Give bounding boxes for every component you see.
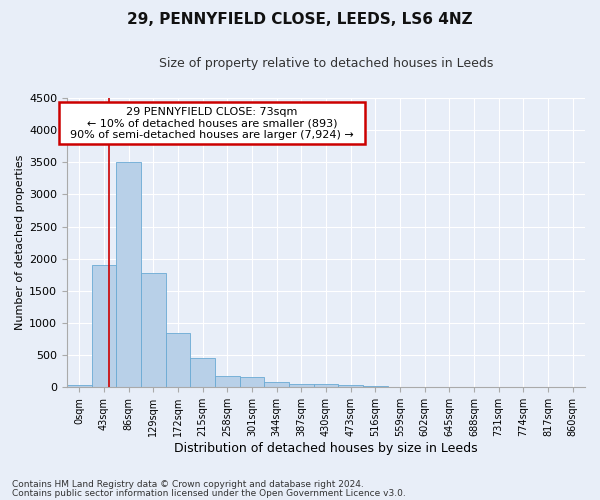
Bar (314, 384, 338, 388)
Bar (265, 382, 289, 388)
Text: 29 PENNYFIELD CLOSE: 73sqm  
  ← 10% of detached houses are smaller (893)  
  90: 29 PENNYFIELD CLOSE: 73sqm ← 10% of deta… (63, 106, 361, 140)
Bar (388, 386, 412, 388)
Bar (239, 377, 265, 388)
Bar (338, 385, 363, 388)
Bar (166, 334, 190, 388)
Bar (215, 376, 239, 388)
Bar (141, 273, 166, 388)
Title: Size of property relative to detached houses in Leeds: Size of property relative to detached ho… (159, 58, 493, 70)
Bar (190, 358, 215, 388)
X-axis label: Distribution of detached houses by size in Leeds: Distribution of detached houses by size … (174, 442, 478, 455)
Bar (289, 384, 314, 388)
Bar (92, 265, 116, 388)
Bar (67, 386, 92, 388)
Text: Contains HM Land Registry data © Crown copyright and database right 2024.: Contains HM Land Registry data © Crown c… (12, 480, 364, 489)
Bar (116, 162, 141, 388)
Y-axis label: Number of detached properties: Number of detached properties (15, 155, 25, 330)
Text: 29, PENNYFIELD CLOSE, LEEDS, LS6 4NZ: 29, PENNYFIELD CLOSE, LEEDS, LS6 4NZ (127, 12, 473, 28)
Text: Contains public sector information licensed under the Open Government Licence v3: Contains public sector information licen… (12, 488, 406, 498)
Bar (363, 386, 388, 388)
